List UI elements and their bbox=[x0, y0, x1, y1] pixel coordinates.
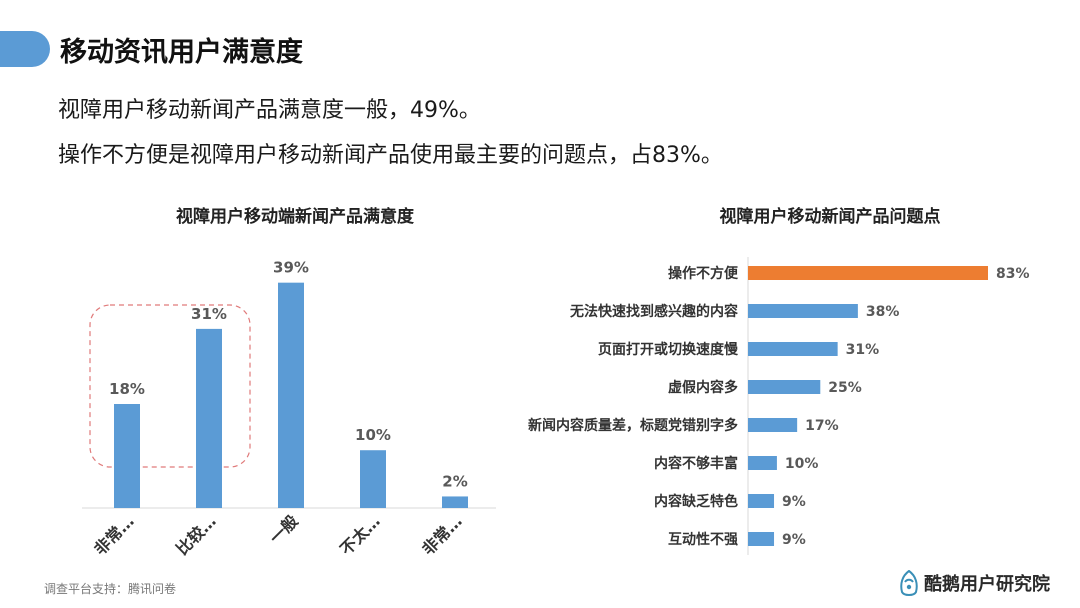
category-label: 比较… bbox=[172, 511, 219, 558]
data-label: 83% bbox=[996, 266, 1030, 282]
category-label: 互动性不强 bbox=[668, 531, 738, 548]
category-label: 一般 bbox=[266, 511, 302, 547]
bar bbox=[360, 450, 386, 508]
data-label: 2% bbox=[442, 472, 467, 490]
bar bbox=[114, 404, 140, 508]
satisfaction-chart-title: 视障用户移动端新闻产品满意度 bbox=[176, 207, 414, 227]
bar bbox=[442, 496, 468, 508]
title-accent-bar bbox=[0, 31, 50, 67]
brand-name: 酷鹅用户研究院 bbox=[924, 574, 1050, 595]
survey-source-note: 调查平台支持：腾讯问卷 bbox=[44, 582, 177, 596]
category-label: 无法快速找到感兴趣的内容 bbox=[569, 303, 738, 320]
bar bbox=[748, 456, 777, 470]
category-label: 不太… bbox=[336, 511, 383, 558]
data-label: 31% bbox=[846, 342, 880, 358]
bar bbox=[748, 342, 838, 356]
bar bbox=[748, 266, 988, 280]
bar bbox=[748, 532, 775, 546]
category-label: 新闻内容质量差，标题党错别字多 bbox=[528, 417, 738, 434]
bar bbox=[196, 328, 222, 508]
data-label: 31% bbox=[191, 305, 227, 323]
highlight-box bbox=[89, 304, 251, 468]
page-title: 移动资讯用户满意度 bbox=[60, 37, 303, 68]
data-label: 25% bbox=[828, 380, 862, 396]
category-label: 非常… bbox=[418, 511, 465, 558]
category-label: 内容不够丰富 bbox=[654, 455, 738, 472]
category-label: 页面打开或切换速度慢 bbox=[598, 341, 739, 358]
penguin-logo-icon bbox=[900, 570, 918, 596]
data-label: 39% bbox=[273, 259, 309, 277]
bar bbox=[748, 418, 798, 432]
data-label: 9% bbox=[782, 532, 806, 548]
category-label: 虚假内容多 bbox=[668, 379, 738, 396]
data-label: 9% bbox=[782, 494, 806, 510]
category-label: 内容缺乏特色 bbox=[654, 493, 738, 510]
problems-chart-title: 视障用户移动新闻产品问题点 bbox=[719, 207, 941, 227]
data-label: 38% bbox=[866, 304, 900, 320]
bar bbox=[748, 380, 821, 394]
bar bbox=[748, 494, 775, 508]
data-label: 17% bbox=[805, 418, 839, 434]
data-label: 10% bbox=[355, 426, 391, 444]
category-label: 非常… bbox=[90, 511, 137, 558]
bar bbox=[748, 304, 858, 318]
summary-line-2: 操作不方便是视障用户移动新闻产品使用最主要的问题点，占83%。 bbox=[58, 143, 723, 168]
data-label: 10% bbox=[785, 456, 819, 472]
data-label: 18% bbox=[109, 380, 145, 398]
category-label: 操作不方便 bbox=[668, 265, 739, 282]
summary-line-1: 视障用户移动新闻产品满意度一般，49%。 bbox=[58, 98, 481, 123]
bar bbox=[278, 282, 304, 508]
